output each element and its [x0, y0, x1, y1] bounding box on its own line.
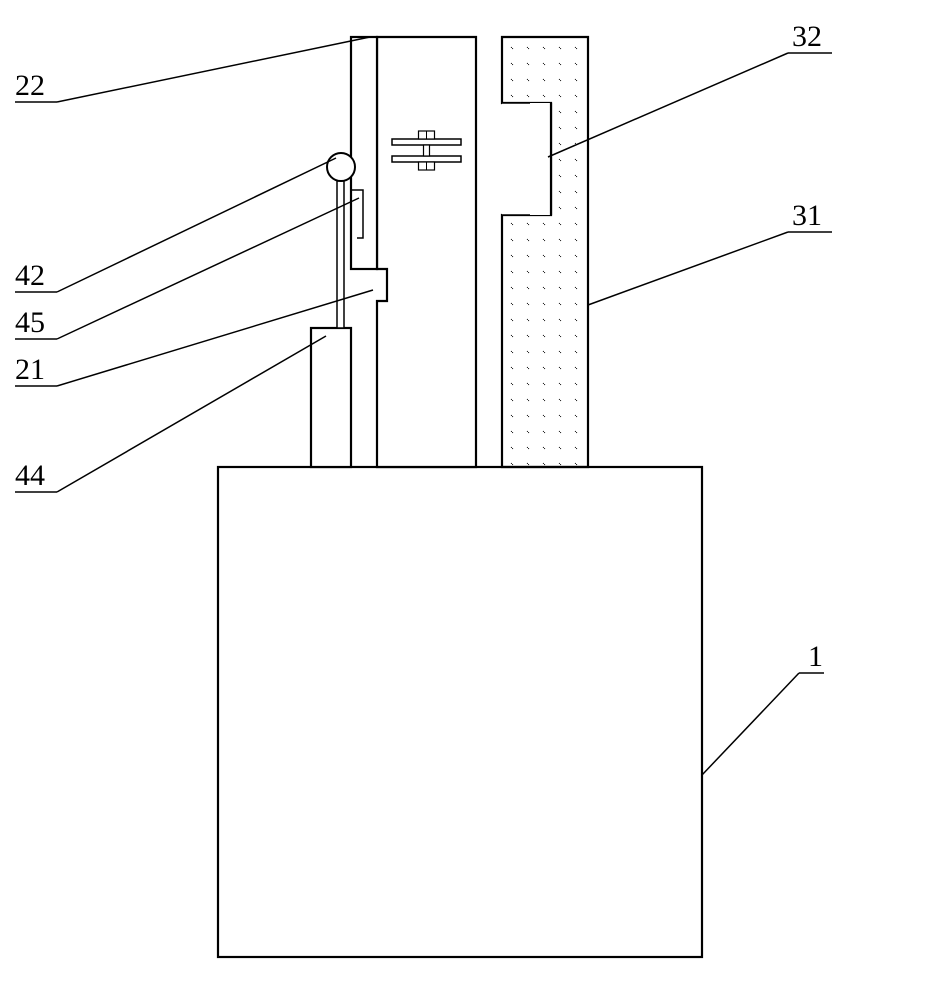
- label-31: 31: [792, 199, 822, 232]
- technical-diagram: 22 42 45 21 44 32 31 1: [0, 0, 925, 1000]
- label-1: 1: [808, 640, 823, 673]
- label-32: 32: [792, 20, 822, 53]
- inner-column-21: [377, 37, 476, 467]
- hatched-pillar-31: [502, 37, 588, 467]
- lower-block-44: [311, 328, 351, 467]
- outer-sleeve-22: [351, 37, 377, 269]
- bolt-flange-plate: [392, 156, 461, 162]
- bolt-stem: [424, 145, 430, 156]
- label-22: 22: [15, 69, 45, 102]
- ball-42: [327, 153, 355, 181]
- pillar-cavity-32: [502, 103, 551, 215]
- bolt-flange-plate: [392, 139, 461, 145]
- label-45: 45: [15, 306, 45, 339]
- label-21: 21: [15, 353, 45, 386]
- base-block-1: [218, 467, 702, 957]
- pin-rod-45: [337, 181, 344, 328]
- label-42: 42: [15, 259, 45, 292]
- label-44: 44: [15, 459, 45, 492]
